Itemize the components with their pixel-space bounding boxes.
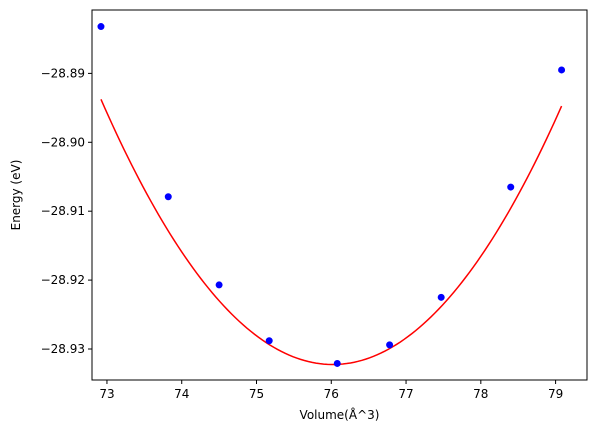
data-point <box>386 341 394 349</box>
data-point <box>97 23 105 31</box>
data-point <box>164 193 172 201</box>
y-axis-label: Energy (eV) <box>9 160 23 231</box>
x-tick-label: 76 <box>324 387 339 401</box>
y-tick-label: −28.89 <box>41 66 85 80</box>
y-axis-ticks: −28.93 −28.92 −28.91 −28.90 −28.89 <box>41 66 92 356</box>
y-tick-label: −28.92 <box>41 273 85 287</box>
data-point <box>437 293 445 301</box>
data-point <box>333 359 341 367</box>
x-axis-ticks: 73 74 75 76 77 78 79 <box>99 380 563 401</box>
data-point <box>215 281 223 289</box>
x-tick-label: 75 <box>249 387 264 401</box>
data-point <box>507 183 515 191</box>
x-tick-label: 79 <box>548 387 563 401</box>
data-point <box>558 66 566 74</box>
x-tick-label: 78 <box>473 387 488 401</box>
x-tick-label: 73 <box>99 387 114 401</box>
fit-curve-line <box>100 99 563 366</box>
x-axis-label: Volume(Å^3) <box>300 407 380 422</box>
y-tick-label: −28.90 <box>41 135 85 149</box>
x-tick-label: 77 <box>398 387 413 401</box>
x-tick-label: 74 <box>174 387 189 401</box>
data-point <box>265 337 273 345</box>
y-tick-label: −28.93 <box>41 342 85 356</box>
fit-curve-layer <box>100 99 563 366</box>
data-points-layer <box>97 23 566 367</box>
plot-frame <box>91 9 588 381</box>
y-tick-label: −28.91 <box>41 204 85 218</box>
